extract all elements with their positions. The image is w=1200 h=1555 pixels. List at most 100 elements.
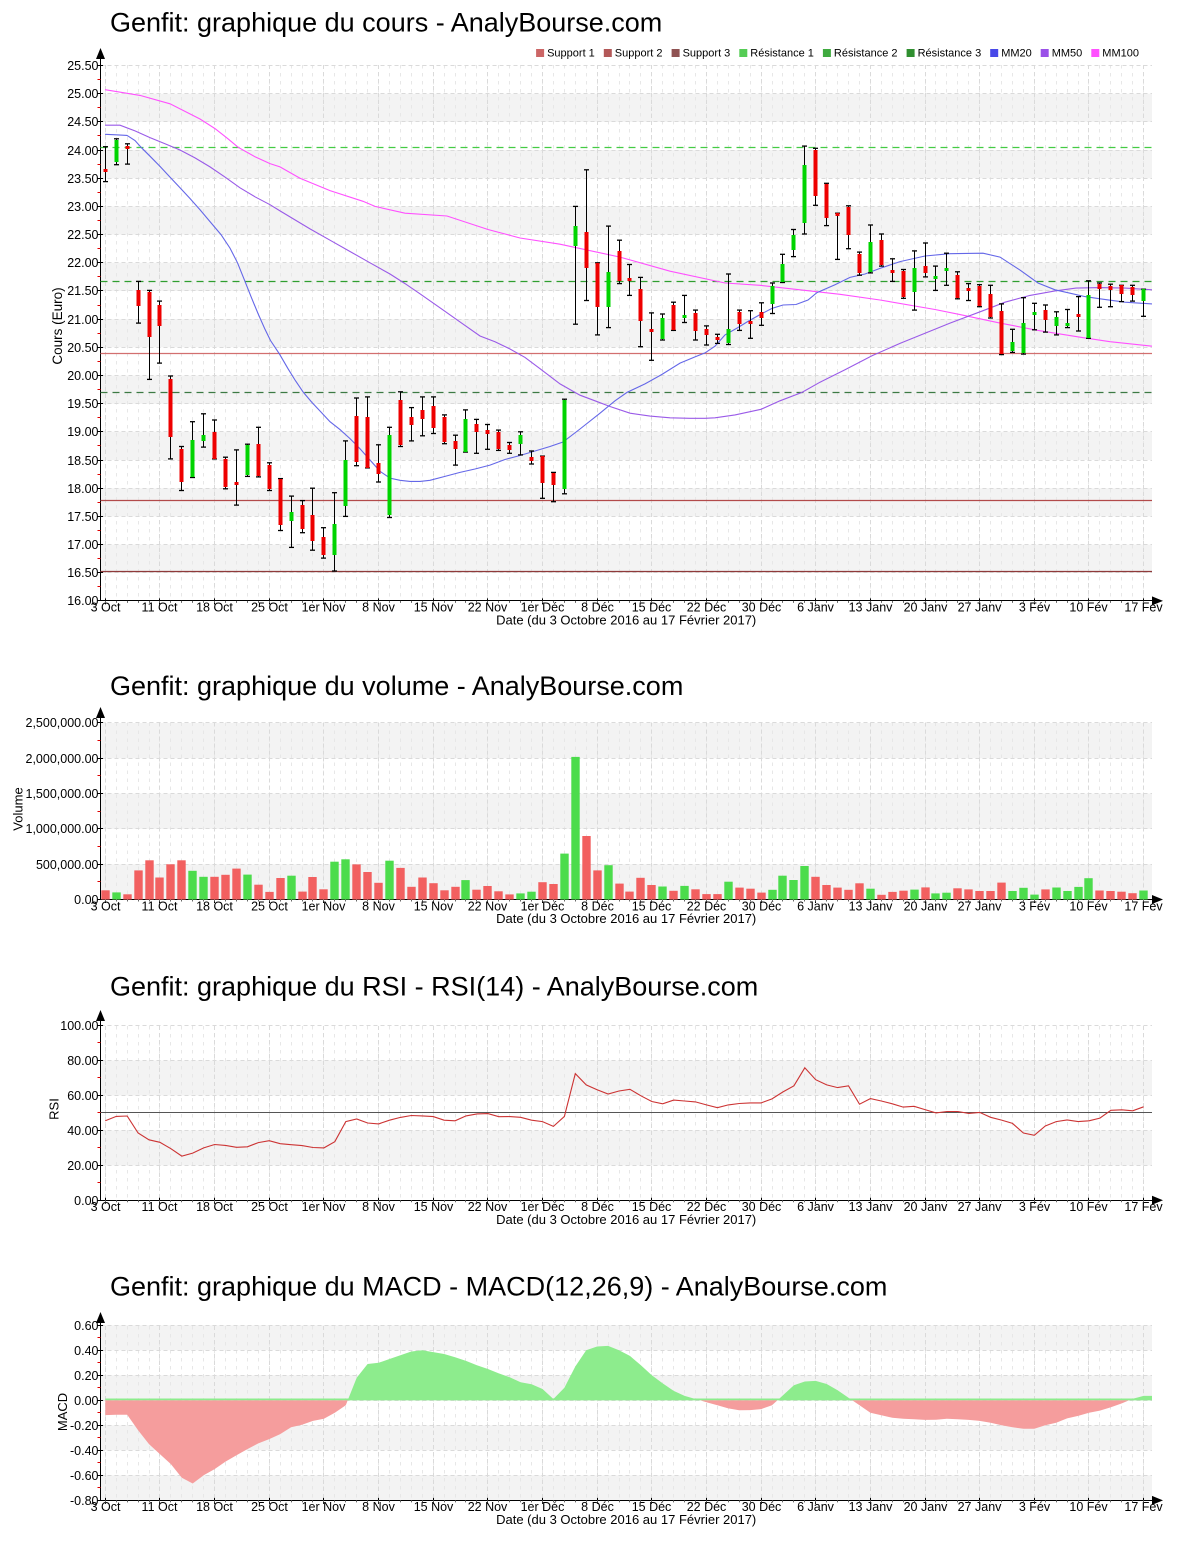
svg-text:Cours (Euro): Cours (Euro) [50,287,65,364]
svg-text:11 Oct: 11 Oct [142,601,178,615]
svg-text:30 Déc: 30 Déc [742,601,782,615]
svg-text:18.50: 18.50 [67,454,98,468]
svg-text:1er Déc: 1er Déc [521,601,565,615]
svg-text:MM50: MM50 [1052,47,1083,59]
svg-text:20.00: 20.00 [67,1159,98,1173]
svg-text:18 Oct: 18 Oct [196,1500,233,1514]
svg-text:500,000.00: 500,000.00 [36,858,99,872]
svg-text:25.50: 25.50 [67,59,98,73]
svg-text:21.50: 21.50 [67,284,98,298]
svg-text:10 Fév: 10 Fév [1069,1200,1108,1214]
svg-text:17.00: 17.00 [67,538,98,552]
svg-text:10 Fév: 10 Fév [1069,899,1108,913]
svg-text:22.00: 22.00 [67,256,98,270]
svg-text:16.50: 16.50 [67,566,98,580]
svg-text:1er Déc: 1er Déc [521,1500,565,1514]
svg-text:11 Oct: 11 Oct [142,1500,178,1514]
svg-text:80.00: 80.00 [67,1054,98,1068]
svg-text:3 Fév: 3 Fév [1019,601,1051,615]
svg-text:8 Nov: 8 Nov [362,601,395,615]
svg-text:Résistance 2: Résistance 2 [834,47,898,59]
svg-text:17 Fév: 17 Fév [1124,899,1163,913]
svg-text:3 Fév: 3 Fév [1019,899,1051,913]
svg-text:19.50: 19.50 [67,397,98,411]
svg-text:40.00: 40.00 [67,1124,98,1138]
svg-text:19.00: 19.00 [67,425,98,439]
svg-text:17 Fév: 17 Fév [1124,1500,1163,1514]
svg-text:Support 1: Support 1 [547,47,595,59]
svg-text:18 Oct: 18 Oct [196,1200,233,1214]
svg-text:3 Oct: 3 Oct [91,1200,121,1214]
svg-text:6 Janv: 6 Janv [797,899,835,913]
svg-text:22 Nov: 22 Nov [468,1500,508,1514]
svg-text:15 Déc: 15 Déc [632,601,672,615]
svg-text:23.50: 23.50 [67,172,98,186]
svg-text:20 Janv: 20 Janv [904,1500,949,1514]
svg-text:8 Nov: 8 Nov [362,1500,395,1514]
svg-text:1er Nov: 1er Nov [302,1200,347,1214]
svg-text:3 Oct: 3 Oct [91,899,121,913]
svg-text:23.00: 23.00 [67,200,98,214]
svg-text:22 Déc: 22 Déc [687,1500,727,1514]
svg-text:1er Déc: 1er Déc [521,899,565,913]
svg-text:8 Déc: 8 Déc [581,1200,614,1214]
svg-text:18 Oct: 18 Oct [196,601,233,615]
svg-text:-0.60: -0.60 [70,1469,99,1483]
svg-text:1er Nov: 1er Nov [302,899,347,913]
svg-text:0.60: 0.60 [74,1319,98,1333]
svg-text:8 Nov: 8 Nov [362,1200,395,1214]
svg-text:13 Janv: 13 Janv [849,1500,894,1514]
svg-text:Volume: Volume [11,787,26,830]
svg-text:MACD: MACD [55,1393,70,1431]
svg-text:-0.80: -0.80 [70,1494,99,1508]
svg-text:24.00: 24.00 [67,144,98,158]
svg-text:1,500,000.00: 1,500,000.00 [26,787,99,801]
svg-text:17 Fév: 17 Fév [1124,1200,1163,1214]
svg-text:20 Janv: 20 Janv [904,899,949,913]
svg-text:Genfit: graphique du MACD - MA: Genfit: graphique du MACD - MACD(12,26,9… [110,1272,887,1302]
svg-text:22 Déc: 22 Déc [687,1200,727,1214]
svg-text:25 Oct: 25 Oct [251,601,288,615]
svg-text:15 Nov: 15 Nov [414,899,454,913]
svg-text:0.40: 0.40 [74,1344,98,1358]
svg-text:8 Nov: 8 Nov [362,899,395,913]
svg-text:18.00: 18.00 [67,482,98,496]
svg-text:22.50: 22.50 [67,228,98,242]
svg-text:10 Fév: 10 Fév [1069,1500,1108,1514]
svg-text:17.50: 17.50 [67,510,98,524]
svg-text:1er Nov: 1er Nov [302,1500,347,1514]
svg-text:30 Déc: 30 Déc [742,899,782,913]
svg-text:20.00: 20.00 [67,369,98,383]
svg-text:1er Nov: 1er Nov [302,601,347,615]
svg-text:1,000,000.00: 1,000,000.00 [26,822,99,836]
svg-text:0.20: 0.20 [74,1369,98,1383]
svg-text:25 Oct: 25 Oct [251,1200,288,1214]
svg-text:MM20: MM20 [1001,47,1032,59]
svg-text:22 Déc: 22 Déc [687,601,727,615]
svg-text:Date (du 3 Octobre 2016 au 17: Date (du 3 Octobre 2016 au 17 Février 20… [496,911,756,926]
svg-text:17 Fév: 17 Fév [1124,601,1163,615]
svg-text:MM100: MM100 [1102,47,1139,59]
svg-text:30 Déc: 30 Déc [742,1500,782,1514]
svg-text:Support 2: Support 2 [615,47,663,59]
svg-text:27 Janv: 27 Janv [958,899,1003,913]
svg-text:Résistance 3: Résistance 3 [918,47,982,59]
svg-text:21.00: 21.00 [67,313,98,327]
svg-text:3 Oct: 3 Oct [91,1500,121,1514]
svg-text:20 Janv: 20 Janv [904,1200,949,1214]
svg-text:RSI: RSI [47,1098,62,1120]
svg-text:Genfit: graphique du volume -: Genfit: graphique du volume - AnalyBours… [110,671,683,701]
svg-text:22 Nov: 22 Nov [468,1200,508,1214]
svg-text:25 Oct: 25 Oct [251,899,288,913]
svg-text:6 Janv: 6 Janv [797,1200,835,1214]
svg-text:15 Déc: 15 Déc [632,1200,672,1214]
svg-text:3 Fév: 3 Fév [1019,1200,1051,1214]
svg-text:22 Nov: 22 Nov [468,899,508,913]
svg-text:6 Janv: 6 Janv [797,601,835,615]
svg-text:15 Déc: 15 Déc [632,1500,672,1514]
svg-text:27 Janv: 27 Janv [958,601,1003,615]
svg-text:6 Janv: 6 Janv [797,1500,835,1514]
svg-text:Date (du 3 Octobre 2016 au 17: Date (du 3 Octobre 2016 au 17 Février 20… [496,612,756,627]
svg-text:25.00: 25.00 [67,87,98,101]
svg-text:13 Janv: 13 Janv [849,1200,894,1214]
